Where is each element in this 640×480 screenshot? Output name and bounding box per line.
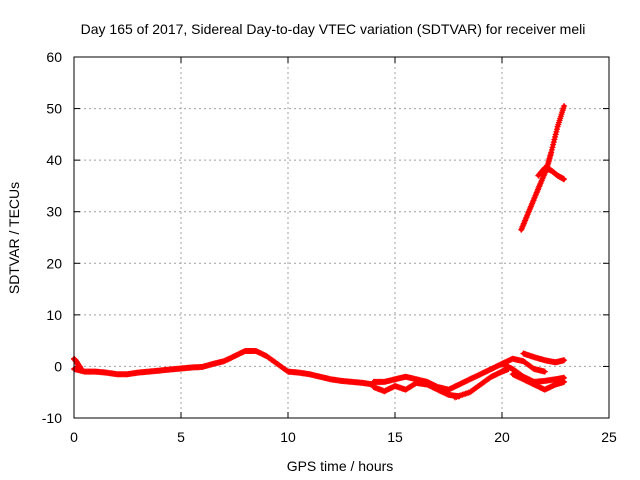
- chart-title: Day 165 of 2017, Sidereal Day-to-day VTE…: [81, 21, 586, 37]
- points-layer: [71, 103, 568, 401]
- x-axis-label: GPS time / hours: [287, 458, 394, 474]
- series-line: [521, 351, 567, 365]
- y-tick-label: 50: [46, 101, 62, 117]
- series-afternoon-a: [370, 355, 548, 393]
- series-dusk-lower-b: [509, 371, 568, 393]
- series-afternoon-b: [370, 379, 463, 400]
- grid-layer: [74, 57, 609, 418]
- x-tick-label: 20: [494, 429, 510, 445]
- y-tick-label: 20: [46, 255, 62, 271]
- series-line: [510, 372, 567, 392]
- x-tick-label: 15: [387, 429, 403, 445]
- series-line: [72, 349, 376, 387]
- x-tick-label: 25: [601, 429, 617, 445]
- series-line: [371, 380, 462, 399]
- series-line: [72, 356, 83, 370]
- series-side-branch: [535, 164, 568, 183]
- series-early-spike: [71, 355, 84, 371]
- plot-frame: [73, 56, 610, 419]
- series-line: [371, 356, 547, 392]
- series-line: [452, 367, 511, 400]
- series-main-track: [71, 348, 377, 388]
- y-axis-label: SDTVAR / TECUs: [6, 182, 22, 294]
- y-tick-label: 0: [54, 358, 62, 374]
- series-line: [519, 104, 567, 232]
- x-tick-label: 10: [280, 429, 296, 445]
- x-tick-label: 5: [177, 429, 185, 445]
- y-tick-label: -10: [42, 410, 62, 426]
- series-rise-track: [518, 103, 568, 233]
- y-tick-label: 60: [46, 49, 62, 65]
- series-dusk-upper: [520, 350, 568, 366]
- y-tick-label: 10: [46, 307, 62, 323]
- series-line: [536, 165, 567, 182]
- y-tick-label: 40: [46, 152, 62, 168]
- x-tick-label: 0: [70, 429, 78, 445]
- y-tick-label: 30: [46, 204, 62, 220]
